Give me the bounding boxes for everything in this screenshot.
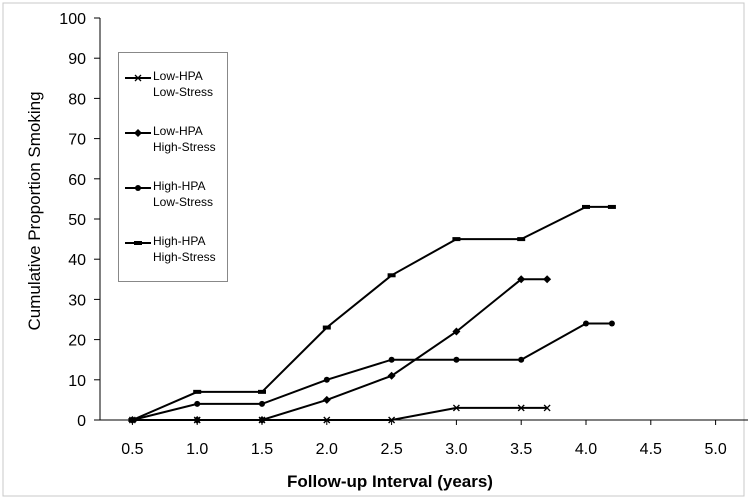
data-point xyxy=(322,325,331,330)
legend-item-low-hpa-low-stress: Low-HPA Low-Stress xyxy=(125,69,229,111)
data-point xyxy=(193,389,202,394)
x-tick-label: 3.0 xyxy=(445,441,467,458)
legend-swatch-diamond xyxy=(125,129,151,137)
data-point xyxy=(452,327,461,336)
y-tick-label: 30 xyxy=(68,292,86,309)
series-low-hpa-high-stress xyxy=(128,275,552,424)
data-point xyxy=(194,400,201,407)
data-point xyxy=(608,320,615,327)
data-point xyxy=(453,356,460,363)
data-point xyxy=(452,237,461,242)
legend-label: Low-HPA Low-Stress xyxy=(153,69,214,99)
y-tick-label: 10 xyxy=(68,373,86,390)
data-point xyxy=(387,371,396,380)
x-tick-label: 4.0 xyxy=(575,441,597,458)
data-point xyxy=(452,404,460,412)
y-tick-label: 70 xyxy=(68,132,86,149)
data-point xyxy=(387,273,396,278)
y-tick-label: 40 xyxy=(68,252,86,269)
legend-swatch-circle xyxy=(125,185,151,191)
data-point xyxy=(517,275,526,284)
x-tick-label: 0.5 xyxy=(121,441,143,458)
x-tick-label: 5.0 xyxy=(704,441,726,458)
data-point xyxy=(128,418,137,422)
data-point xyxy=(607,204,616,209)
legend-label: High-HPA Low-Stress xyxy=(153,179,214,209)
series-line xyxy=(132,278,548,421)
x-tick-label: 2.5 xyxy=(380,441,402,458)
x-tick-label: 3.5 xyxy=(510,441,532,458)
y-tick-label: 100 xyxy=(59,11,86,28)
x-tick-label: 2.0 xyxy=(316,441,338,458)
legend-item-high-hpa-low-stress: High-HPA Low-Stress xyxy=(125,179,229,221)
legend-swatch-dash xyxy=(125,241,151,245)
y-tick-label: 50 xyxy=(68,212,86,229)
data-point xyxy=(388,416,396,424)
series-high-hpa-low-stress xyxy=(129,320,615,423)
data-point xyxy=(543,275,552,284)
data-point xyxy=(193,416,202,424)
series-high-hpa-high-stress xyxy=(128,204,616,422)
data-point xyxy=(517,404,525,412)
data-point xyxy=(388,356,395,363)
legend-swatch-x xyxy=(125,74,151,82)
data-point xyxy=(583,320,589,327)
data-point xyxy=(258,389,266,394)
data-point xyxy=(258,416,266,424)
data-point xyxy=(323,376,330,383)
y-tick-label: 80 xyxy=(68,91,86,108)
data-point xyxy=(259,400,265,407)
x-tick-label: 1.5 xyxy=(251,441,273,458)
data-point xyxy=(518,356,525,363)
data-point xyxy=(582,204,590,209)
x-axis-title: Follow-up Interval (years) xyxy=(287,472,493,491)
data-point xyxy=(517,237,526,242)
y-tick-label: 60 xyxy=(68,172,86,189)
data-point xyxy=(323,416,331,424)
legend-label: High-HPA High-Stress xyxy=(153,234,216,264)
data-point xyxy=(322,395,331,404)
legend: Low-HPA Low-Stress Low-HPA High-Stress H… xyxy=(118,52,228,282)
y-tick-label: 20 xyxy=(68,333,86,350)
data-point xyxy=(543,404,551,412)
y-tick-label: 90 xyxy=(68,51,86,68)
x-tick-label: 4.5 xyxy=(640,441,662,458)
legend-item-low-hpa-high-stress: Low-HPA High-Stress xyxy=(125,124,229,166)
legend-label: Low-HPA High-Stress xyxy=(153,124,216,154)
series-line xyxy=(132,322,612,421)
y-axis-title: Cumulative Proportion Smoking xyxy=(25,91,44,331)
x-tick-label: 1.0 xyxy=(186,441,208,458)
legend-item-high-hpa-high-stress: High-HPA High-Stress xyxy=(125,234,229,276)
y-tick-label: 0 xyxy=(77,413,86,430)
